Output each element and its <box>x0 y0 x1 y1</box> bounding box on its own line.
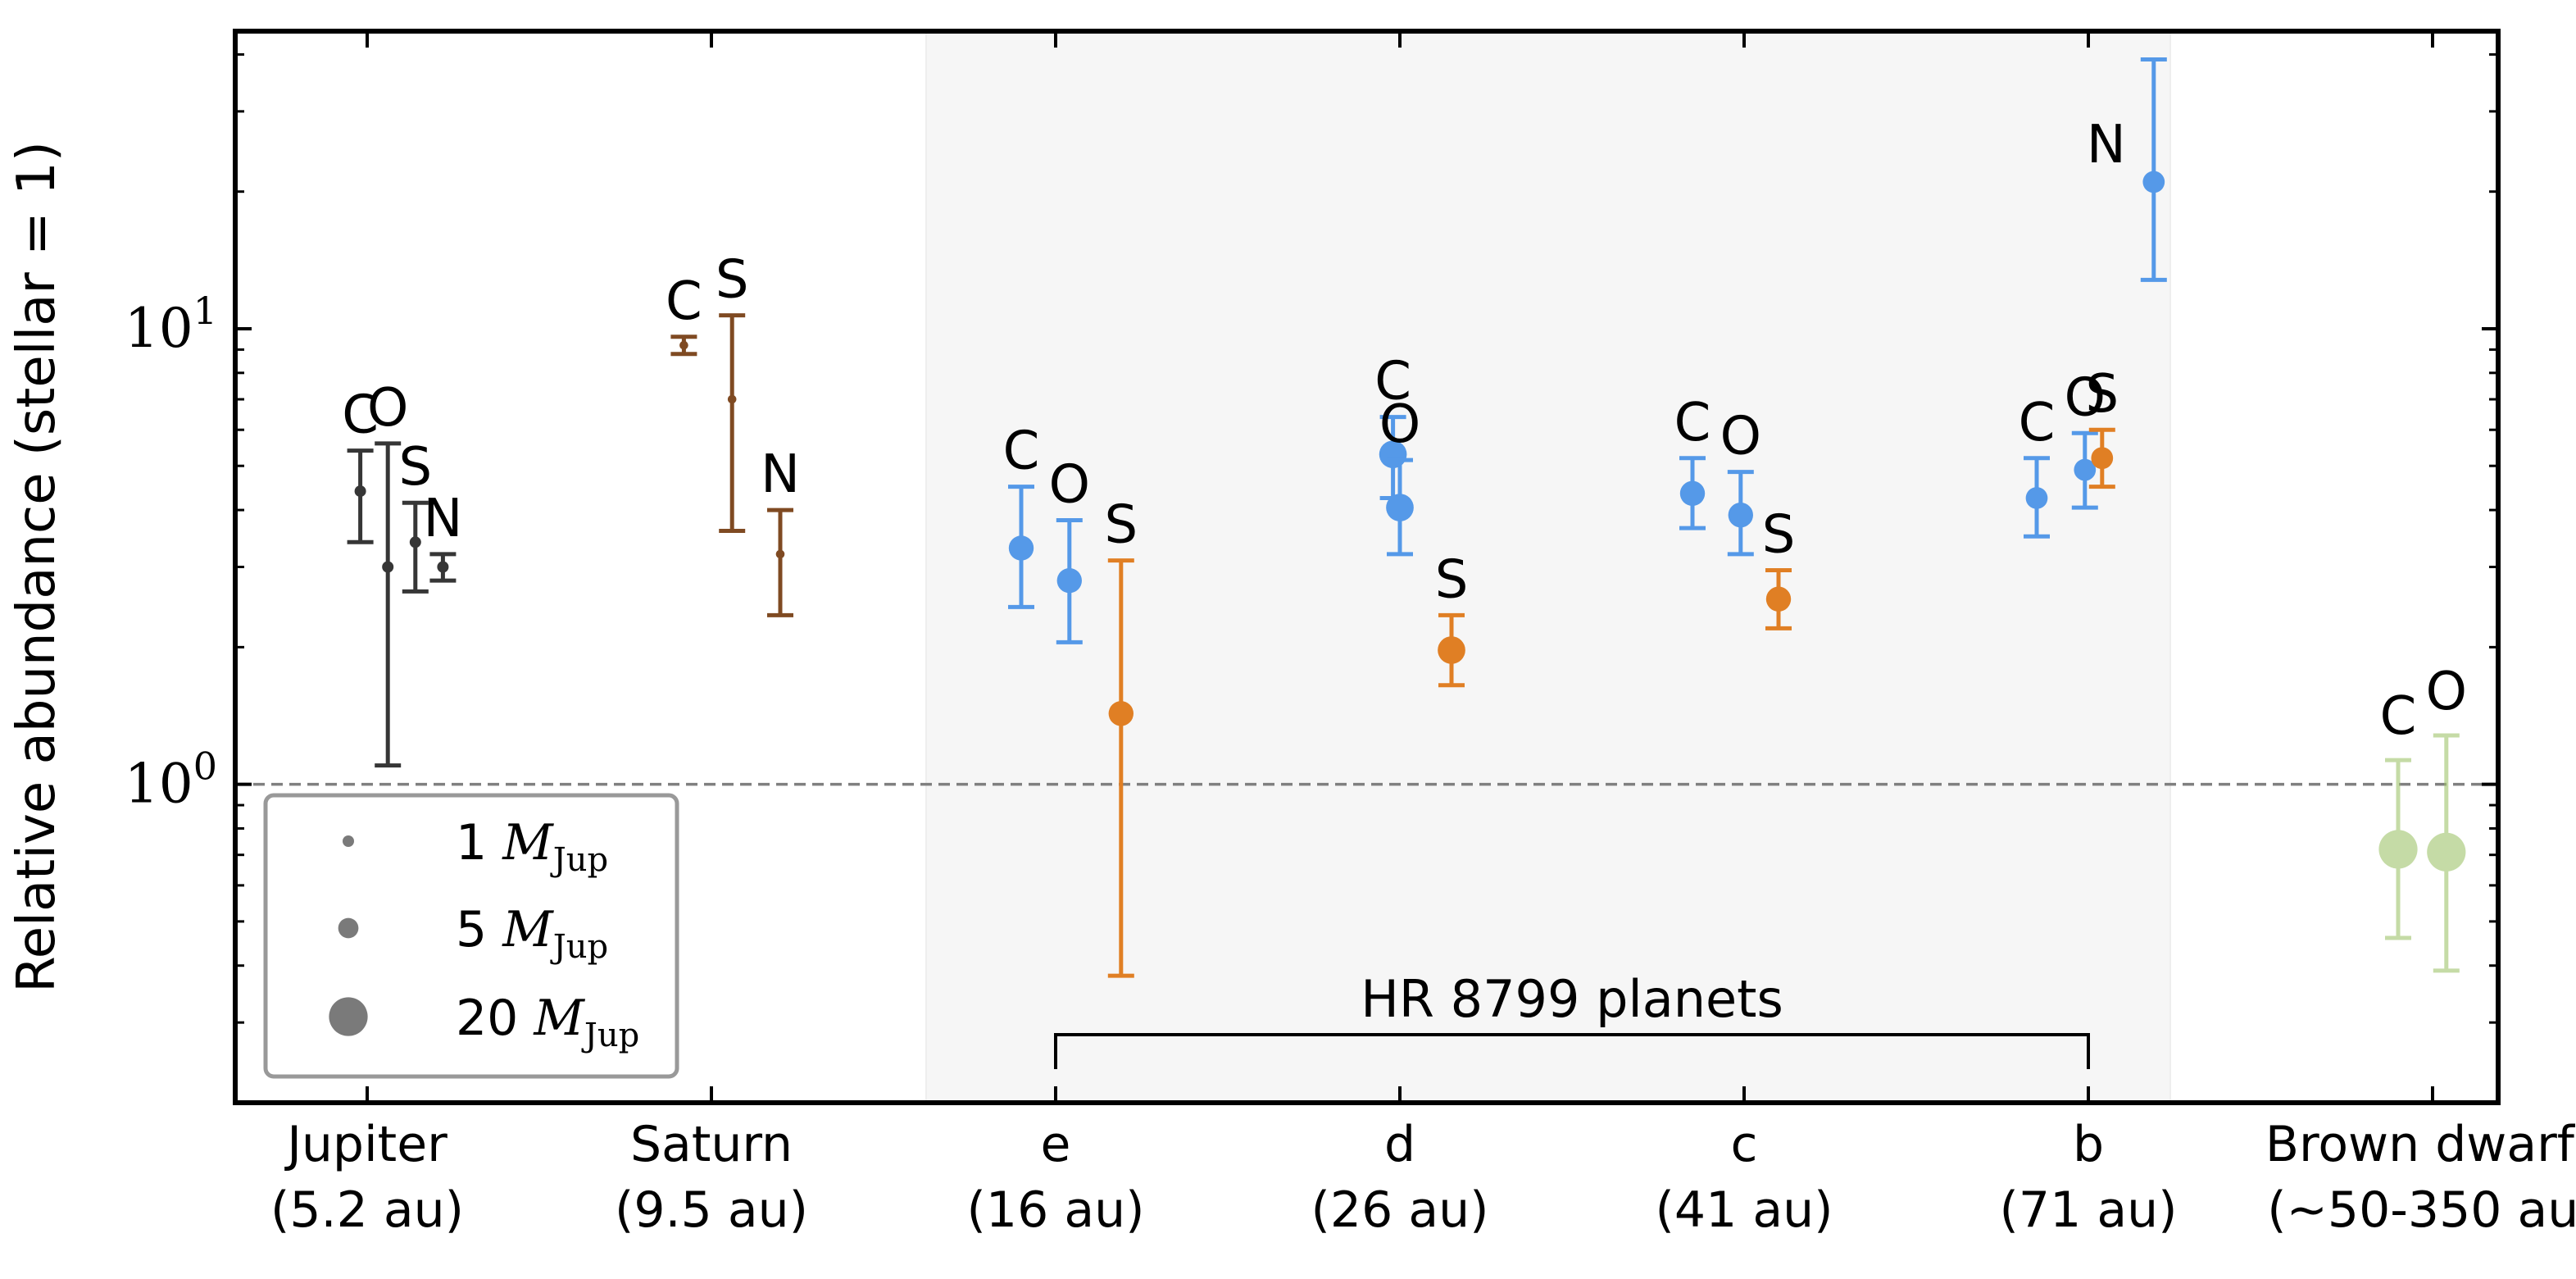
series-e-s <box>1107 558 1134 978</box>
legend-entry-label: 5 MJup <box>456 901 608 966</box>
x-tick-sublabel: (41 au) <box>1655 1181 1833 1239</box>
data-point <box>1438 636 1465 664</box>
data-point <box>1008 535 1034 561</box>
element-label: N <box>761 444 800 505</box>
y-axis-ticks: 100 101 <box>125 289 2498 816</box>
x-tick-sublabel: (5.2 au) <box>270 1181 464 1239</box>
data-point <box>409 536 421 548</box>
x-tick-label: Brown dwarfs <box>2265 1116 2576 1173</box>
element-label: O <box>1379 394 1420 455</box>
legend-marker <box>329 997 368 1036</box>
element-label: C <box>342 385 379 446</box>
x-tick-label: d <box>1384 1116 1415 1173</box>
data-point <box>727 394 737 404</box>
data-point <box>437 561 449 573</box>
data-marks <box>347 57 2466 978</box>
hr8799-shaded-region <box>925 30 2171 1104</box>
x-tick-sublabel: (26 au) <box>1311 1181 1488 1239</box>
legend-marker <box>343 835 354 847</box>
element-label: C <box>2380 686 2417 747</box>
element-label: O <box>1720 407 1761 467</box>
element-label: S <box>1762 505 1796 566</box>
element-label: N <box>423 489 462 549</box>
hr8799-group-label: HR 8799 planets <box>1361 969 1783 1029</box>
x-tick-sublabel: (9.5 au) <box>615 1181 808 1239</box>
data-point <box>1765 586 1792 612</box>
series-jupiter <box>347 441 457 768</box>
legend-entry-label: 1 MJup <box>456 814 608 879</box>
element-label: S <box>716 250 749 311</box>
legend: 1 MJup 5 MJup 20 MJup <box>263 793 679 1079</box>
series-c-s <box>1765 568 1792 630</box>
data-point <box>382 561 394 573</box>
element-label: S <box>2085 364 2119 425</box>
element-label: S <box>1435 549 1469 610</box>
data-point <box>2091 447 2114 470</box>
element-label: N <box>2087 115 2126 175</box>
element-label: O <box>2065 367 2106 428</box>
series-d <box>1379 415 1414 557</box>
x-tick-sublabel: (~50-350 au) <box>2267 1181 2576 1239</box>
data-point <box>679 340 688 350</box>
element-label: C <box>2019 393 2056 453</box>
data-point <box>2074 458 2097 481</box>
data-point <box>1386 494 1414 521</box>
data-point <box>354 485 366 498</box>
legend-entry-label: 20 MJup <box>456 990 639 1054</box>
legend-box <box>263 793 679 1079</box>
series-d-s <box>1438 612 1465 688</box>
series-e <box>1008 485 1083 644</box>
series-saturn <box>670 313 793 617</box>
data-point <box>1108 701 1134 726</box>
bracket-line <box>1054 1033 2090 1069</box>
element-label: S <box>398 437 432 498</box>
hr8799-bracket <box>1054 1033 2090 1069</box>
element-label: C <box>666 271 702 332</box>
series-c <box>1679 456 1754 557</box>
data-point <box>2427 832 2466 872</box>
series-b-s <box>2088 427 2115 489</box>
x-tick-label: e <box>1041 1116 1071 1173</box>
element-label: S <box>1104 495 1138 556</box>
x-tick-label: b <box>2073 1116 2104 1173</box>
data-point <box>1679 480 1706 507</box>
data-point <box>775 549 785 559</box>
data-point <box>1728 502 1753 528</box>
y-axis-label: Relative abundance (stellar = 1) <box>7 141 67 993</box>
data-point <box>2025 487 2048 509</box>
data-point <box>2378 830 2418 869</box>
x-tick-label: Jupiter <box>284 1116 448 1173</box>
data-point <box>1056 567 1082 594</box>
x-tick-sublabel: (71 au) <box>1999 1181 2177 1239</box>
y-tick-label: 101 <box>125 289 217 360</box>
element-label: C <box>1674 393 1711 453</box>
element-label: C <box>1374 352 1411 412</box>
x-tick-label: Saturn <box>630 1116 793 1173</box>
x-tick-sublabel: (16 au) <box>966 1181 1144 1239</box>
element-label: O <box>1049 454 1090 515</box>
data-point <box>2142 171 2165 193</box>
x-axis-ticks: Jupiter (5.2 au) Saturn (9.5 au) e (16 au) d (2… <box>270 31 2576 1239</box>
element-label: C <box>1003 421 1040 482</box>
element-label: O <box>2426 662 2467 722</box>
plot-frame <box>233 29 2501 1105</box>
x-tick-label: c <box>1731 1116 1758 1173</box>
element-label: O <box>367 378 408 439</box>
y-tick-label: 100 <box>125 744 217 816</box>
series-brown-dwarfs <box>2378 733 2466 973</box>
series-b <box>2024 57 2167 539</box>
legend-marker <box>338 917 359 939</box>
